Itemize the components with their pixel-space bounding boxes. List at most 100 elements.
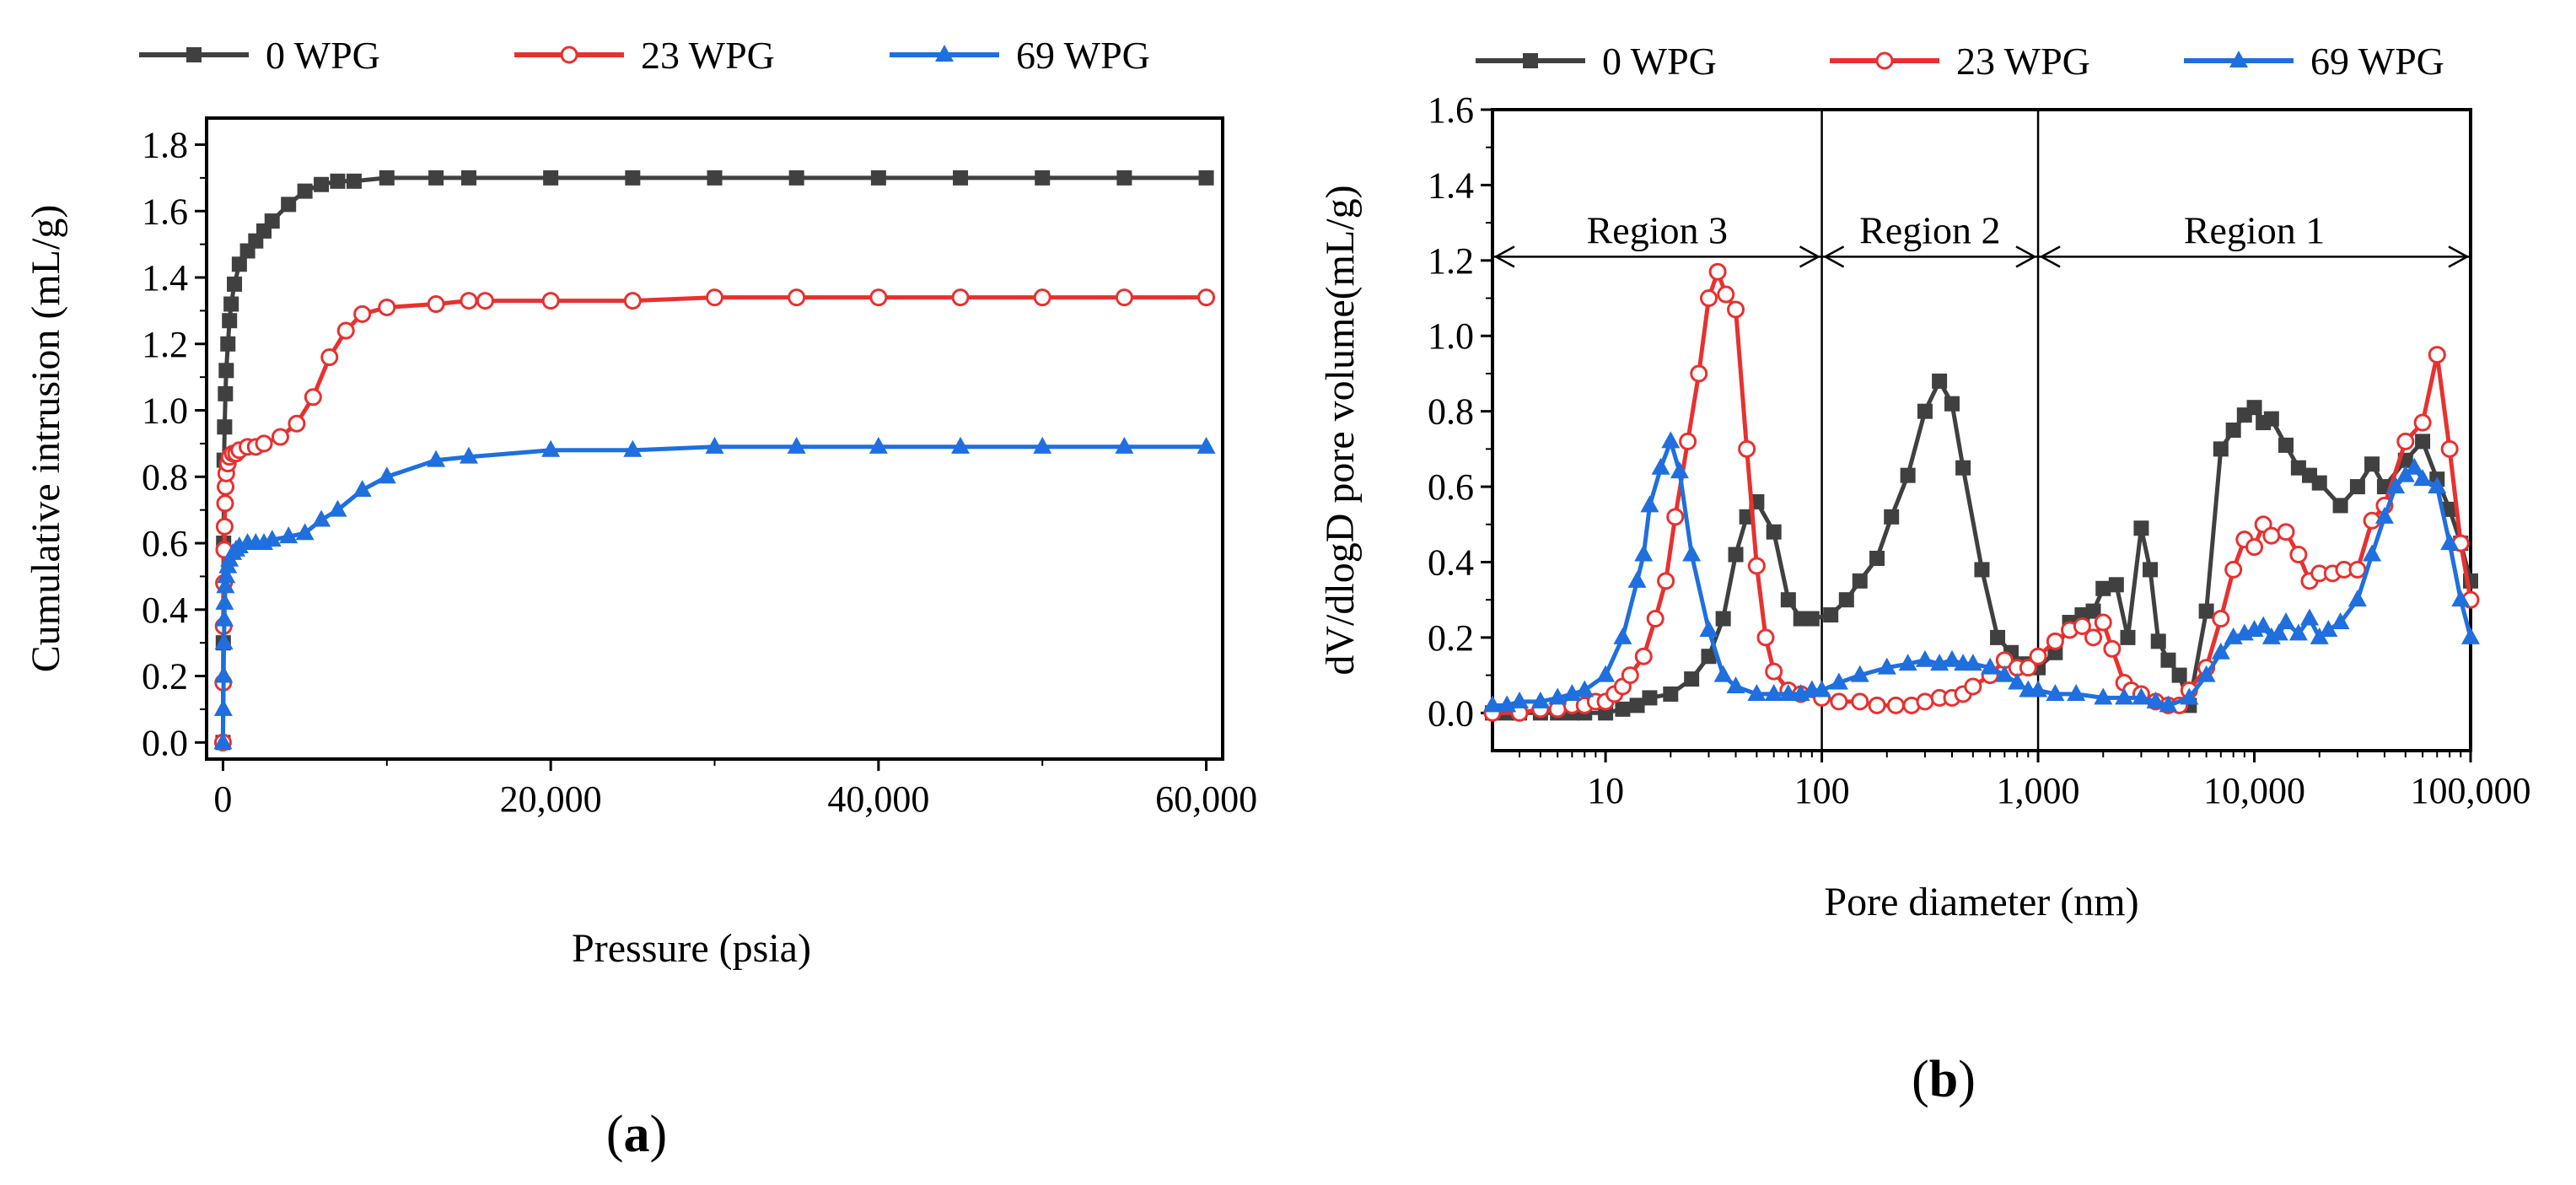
series-69-wpg-point [2347,590,2367,607]
series-23-wpg-point [2428,346,2446,364]
series-0-wpg-point [1615,701,1631,717]
series-0-wpg-point [543,170,559,186]
series-69-wpg-point [1981,657,2000,675]
series-69-wpg-point [1661,431,1681,449]
y-tick-label: 1.4 [142,257,188,299]
series-23-wpg-point [1738,439,1756,458]
series-0-wpg-point [1955,460,1971,476]
series-69-wpg-point [214,633,234,650]
series-23-wpg-point [1033,288,1051,307]
y-tick-label: 0.6 [142,523,188,564]
series-0-wpg-point [2349,479,2365,495]
legend-23-wpg-marker [560,46,578,64]
series-23-wpg-point [1690,364,1708,383]
series-23-wpg-group [213,288,1216,751]
region-label-region-2: Region 2 [1859,208,2000,251]
panel-b-legend: 0 WPG 23 WPG 69 WPG [1476,40,2444,83]
series-0-wpg-point [1944,396,1960,412]
series-0-wpg-point [281,197,297,213]
series-0-wpg-line [220,175,1207,743]
series-0-wpg-point [2095,580,2111,596]
series-0-wpg-point [1629,698,1645,714]
series-23-wpg-point [788,288,806,307]
series-69-wpg-point [2029,680,2048,698]
series-23-wpg-point [2103,639,2122,658]
series-23-wpg-point [1851,692,1869,711]
y-tick-label: 0.6 [1428,466,1474,508]
series-0-wpg-point [953,170,969,186]
series-23-wpg-point [2224,560,2243,579]
series-0-wpg-point [1701,649,1717,665]
series-69-wpg-point [2386,477,2406,494]
series-69-wpg-point [1778,683,1798,701]
series-0-wpg-point [218,363,234,379]
x-tick-label: 10,000 [2203,770,2305,811]
series-69-wpg-point [1197,436,1216,454]
series-23-wpg-group [1483,262,2480,722]
series-23-wpg-point [255,434,273,453]
panel-a-chart: 0 WPG 23 WPG 69 WPG 0 20,000 40,000 60,000 0.0… [24,34,1257,1163]
series-69-wpg-point [295,523,315,541]
series-69-wpg-point [1747,683,1767,701]
series-23-wpg-point [1830,692,1848,711]
series-23-wpg-point [288,414,306,433]
series-0-wpg-point [2198,603,2214,619]
series-69-wpg-point [2451,590,2471,607]
series-69-wpg-point [1483,695,1502,713]
series-69-wpg-point [1634,544,1654,562]
series-23-wpg-point [2348,560,2367,579]
series-69-wpg-point [279,526,298,544]
series-0-wpg-point [2332,498,2348,514]
x-tick-label: 0 [213,778,232,820]
series-23-wpg-point [1646,610,1664,628]
series-69-wpg-point [1033,436,1052,454]
series-69-wpg-point [2319,619,2338,637]
series-23-wpg-point [951,288,970,307]
series-0-wpg-group [215,170,1214,751]
series-23-wpg-point [2094,613,2112,632]
legend-69-wpg-marker [2229,51,2248,67]
series-23-wpg-point [2289,546,2308,564]
panel-b-regions: Region 3 Region 2 Region 1 [1493,110,2470,751]
series-0-wpg-point [1715,611,1731,627]
region-label-region-1: Region 1 [2184,208,2325,251]
series-23-wpg-point [1886,696,1905,714]
legend-0-wpg-label: 0 WPG [1602,40,1717,83]
series-0-wpg-point [379,170,395,186]
series-23-wpg-point [1699,289,1718,308]
series-69-wpg-point [1995,665,2014,682]
series-0-wpg-point [1990,629,2006,645]
series-69-wpg-group [213,436,1216,750]
series-69-wpg-point [1829,672,1848,690]
series-0-wpg-point [1116,170,1132,186]
series-23-wpg-point [215,517,234,536]
series-23-wpg-point [1747,557,1766,575]
series-0-wpg-point [2143,562,2159,578]
series-69-wpg-point [2413,469,2433,487]
series-23-wpg-point [271,428,289,446]
series-69-wpg-point [427,450,446,467]
series-69-wpg-point [2159,695,2178,713]
series-23-wpg-point [1964,677,1982,696]
series-69-wpg-point [312,509,331,527]
series-0-wpg-point [1900,467,1916,483]
panel-a-legend: 0 WPG 23 WPG 69 WPG [139,34,1150,77]
series-0-wpg-point [1869,551,1885,566]
series-0-wpg-point [2246,400,2262,416]
series-23-wpg-point [216,494,234,513]
series-69-wpg-point [213,732,233,750]
series-69-wpg-point [1764,683,1783,701]
legend-0-wpg-marker [186,47,202,62]
series-69-wpg-point [213,698,233,716]
series-69-wpg-point [1640,495,1659,513]
series-69-wpg-point [2115,687,2134,705]
series-0-wpg-point [2263,411,2279,427]
series-0-wpg-point [218,385,234,401]
series-69-wpg-point [1812,680,1831,698]
series-23-wpg-line [1492,269,2473,715]
series-69-wpg-point [2440,533,2460,551]
series-69-wpg-point [1699,619,1718,637]
series-0-wpg-point [2213,441,2229,457]
series-0-wpg-point [297,183,313,199]
series-23-wpg-point [623,292,642,310]
